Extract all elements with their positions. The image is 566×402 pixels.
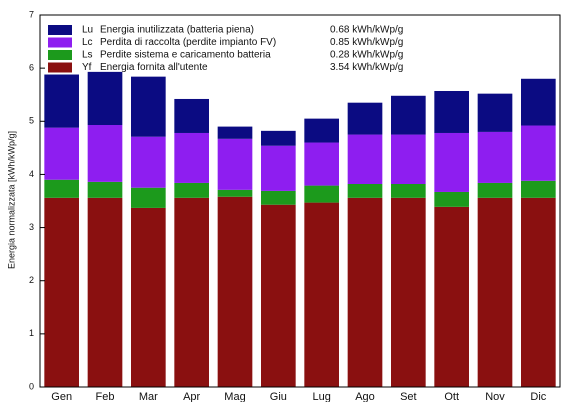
bar-segment: [434, 206, 469, 387]
bar-segment: [217, 126, 253, 139]
x-tick-label: Feb: [96, 391, 115, 402]
legend-code: Yf: [82, 62, 92, 73]
bar-segment: [434, 90, 469, 133]
bar-segment: [87, 197, 123, 387]
bar-segment: [347, 197, 383, 387]
bar-segment: [304, 142, 339, 186]
bar-segment: [261, 130, 296, 146]
y-axis-label: Energia normalizzata [kWh/kWp/g]: [6, 131, 16, 269]
legend-value: 0.28 kWh/kWp/g: [330, 50, 403, 61]
bar-segment: [87, 181, 123, 198]
bar-segment: [87, 71, 123, 126]
legend-label: Perdita di raccolta (perdite impianto FV…: [100, 37, 276, 48]
legend-code: Lc: [82, 37, 93, 48]
legend-label: Energia fornita all'utente: [100, 62, 208, 73]
bar-segment: [477, 197, 513, 387]
bar-segment: [87, 125, 123, 182]
y-tick-label: 1: [29, 328, 34, 338]
x-tick-label: Set: [400, 391, 417, 402]
bar-segment: [521, 180, 556, 198]
bar-segment: [434, 132, 469, 192]
legend-label: Perdite sistema e caricamento batteria: [100, 50, 271, 61]
bar-segment: [347, 102, 383, 135]
bar-segment: [477, 182, 513, 198]
legend-code: Ls: [82, 50, 93, 61]
bar-segment: [261, 204, 296, 387]
plot-frame: [39, 14, 561, 388]
bar-segment: [304, 185, 339, 203]
bar-segment: [477, 93, 513, 132]
bar-segment: [391, 95, 426, 135]
legend-swatch: [48, 62, 72, 73]
bar-segment: [434, 191, 469, 207]
bar-segment: [174, 132, 209, 183]
bar-segment: [131, 207, 166, 387]
bar-segment: [261, 145, 296, 191]
bar-segment: [521, 125, 556, 181]
y-tick-label: 7: [29, 9, 34, 19]
bar-segment: [521, 197, 556, 387]
x-tick-label: Gen: [51, 391, 72, 402]
bar-segment: [347, 183, 383, 198]
y-tick-label: 3: [29, 222, 34, 232]
x-tick-label: Mag: [224, 391, 245, 402]
x-tick-label: Nov: [485, 391, 505, 402]
bar-segment: [304, 202, 339, 387]
x-tick-label: Apr: [183, 391, 200, 402]
bar-segment: [44, 127, 79, 180]
bar-segment: [391, 134, 426, 184]
x-tick-label: Ott: [444, 391, 459, 402]
legend-swatch: [48, 50, 72, 60]
bar-segment: [391, 197, 426, 387]
y-tick-label: 0: [29, 381, 34, 391]
y-tick-label: 2: [29, 275, 34, 285]
legend-swatch: [48, 37, 72, 48]
x-tick-label: Lug: [312, 391, 330, 402]
legend-value: 3.54 kWh/kWp/g: [330, 62, 403, 73]
bar-segment: [44, 179, 79, 198]
y-tick-label: 5: [29, 116, 34, 126]
bar-segment: [131, 76, 166, 137]
bar-segment: [347, 134, 383, 184]
x-tick-label: Dic: [530, 391, 546, 402]
x-tick-label: Ago: [355, 391, 375, 402]
bar-segment: [261, 190, 296, 205]
bar-segment: [477, 131, 513, 183]
legend-code: Lu: [82, 25, 93, 36]
x-tick-label: Mar: [139, 391, 158, 402]
bar-segment: [44, 197, 79, 387]
y-tick-label: 4: [29, 169, 34, 179]
legend-label: Energia inutilizzata (batteria piena): [100, 25, 254, 36]
legend-value: 0.68 kWh/kWp/g: [330, 25, 403, 36]
bar-segment: [131, 187, 166, 208]
y-tick-label: 6: [29, 63, 34, 73]
bar-segment: [304, 118, 339, 143]
bar-segment: [174, 182, 209, 198]
bar-segment: [44, 74, 79, 128]
bar-segment: [174, 98, 209, 133]
bar-segment: [217, 138, 253, 190]
legend-value: 0.85 kWh/kWp/g: [330, 37, 403, 48]
legend-swatch: [48, 25, 72, 35]
bar-segment: [521, 78, 556, 126]
bar-segment: [217, 196, 253, 387]
bar-segment: [174, 197, 209, 387]
x-tick-label: Giu: [270, 391, 287, 402]
bar-segment: [217, 189, 253, 197]
bar-segment: [131, 136, 166, 188]
bar-segment: [391, 183, 426, 198]
